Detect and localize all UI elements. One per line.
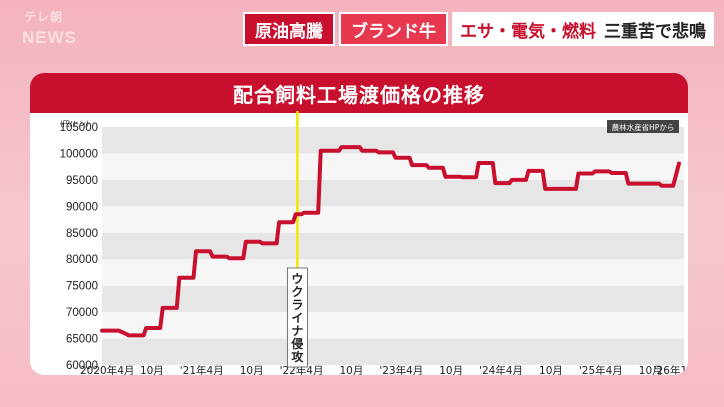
- grid-band: [102, 312, 684, 339]
- headline-tag-oil: 原油高騰: [243, 12, 335, 46]
- logo-bottom-text: NEWS: [22, 28, 77, 47]
- line-chart: 60000 65000 70000 75000 80000 85000 90000 95000…: [60, 111, 688, 375]
- x-tick-label: '25年4月: [579, 364, 623, 375]
- x-tick-label: 10月: [339, 365, 363, 375]
- source-badge: [607, 120, 679, 133]
- chart-title: 配合飼料工場渡価格の推移: [30, 73, 688, 113]
- y-tick-label: 90000: [66, 201, 98, 213]
- grid-band: [102, 338, 684, 365]
- x-tick-label: 10月: [140, 365, 164, 375]
- headline-red-text: エサ・電気・燃料: [460, 21, 596, 42]
- headline-tag-brand-beef: ブランド牛: [339, 12, 448, 46]
- price-series-line: [100, 145, 681, 338]
- y-tick-label: 100000: [60, 148, 98, 160]
- headline-black-text: 三重苦で悲鳴: [604, 21, 706, 42]
- headline-main-text: エサ・電気・燃料 三重苦で悲鳴: [452, 12, 714, 46]
- grid-band: [102, 285, 684, 313]
- y-axis-label: (円/トン): [60, 120, 89, 128]
- y-tick-label: 60000: [66, 360, 98, 372]
- y-tick-label: 70000: [66, 307, 98, 319]
- x-tick-label: '24年4月: [479, 364, 523, 375]
- annotation-box: [286, 267, 308, 368]
- x-tick-label: '21年4月: [180, 364, 224, 375]
- x-tick-label: 2020年4月: [80, 364, 134, 375]
- grid-band: [102, 127, 684, 154]
- y-tick-label: 85000: [66, 228, 98, 240]
- source-label: 農林水産省HPから: [612, 122, 675, 132]
- x-tick-label: '22年4月: [280, 364, 324, 375]
- x-tick-label: '26年1月: [654, 364, 688, 375]
- logo-top-text: テレ朝: [24, 10, 64, 24]
- y-tick-label: 95000: [66, 175, 98, 187]
- tv-logo: テレ朝 NEWS: [14, 8, 78, 52]
- x-tick-label: '23年4月: [379, 364, 423, 375]
- news-headline: 原油高騰 ブランド牛 エサ・電気・燃料 三重苦で悲鳴: [243, 12, 714, 46]
- grid-band: [102, 259, 684, 286]
- x-tick-label: 10月: [639, 365, 663, 375]
- x-tick-label: 10月: [240, 365, 264, 375]
- y-tick-label: 65000: [66, 334, 98, 346]
- y-tick-label: 75000: [66, 281, 98, 293]
- grid-band: [102, 232, 684, 260]
- annotation-label: ウクライナ侵攻: [290, 272, 304, 364]
- y-tick-label: 80000: [66, 254, 98, 266]
- chart-card: 配合飼料工場渡価格の推移 60000 65000 70000 75000 80000 85…: [30, 73, 688, 375]
- grid-band: [102, 153, 684, 180]
- grid-band: [102, 206, 684, 233]
- x-tick-label: 10月: [439, 365, 463, 375]
- x-tick-label: 10月: [539, 365, 563, 375]
- y-tick-label: 105000: [60, 122, 98, 134]
- grid-band: [102, 179, 684, 207]
